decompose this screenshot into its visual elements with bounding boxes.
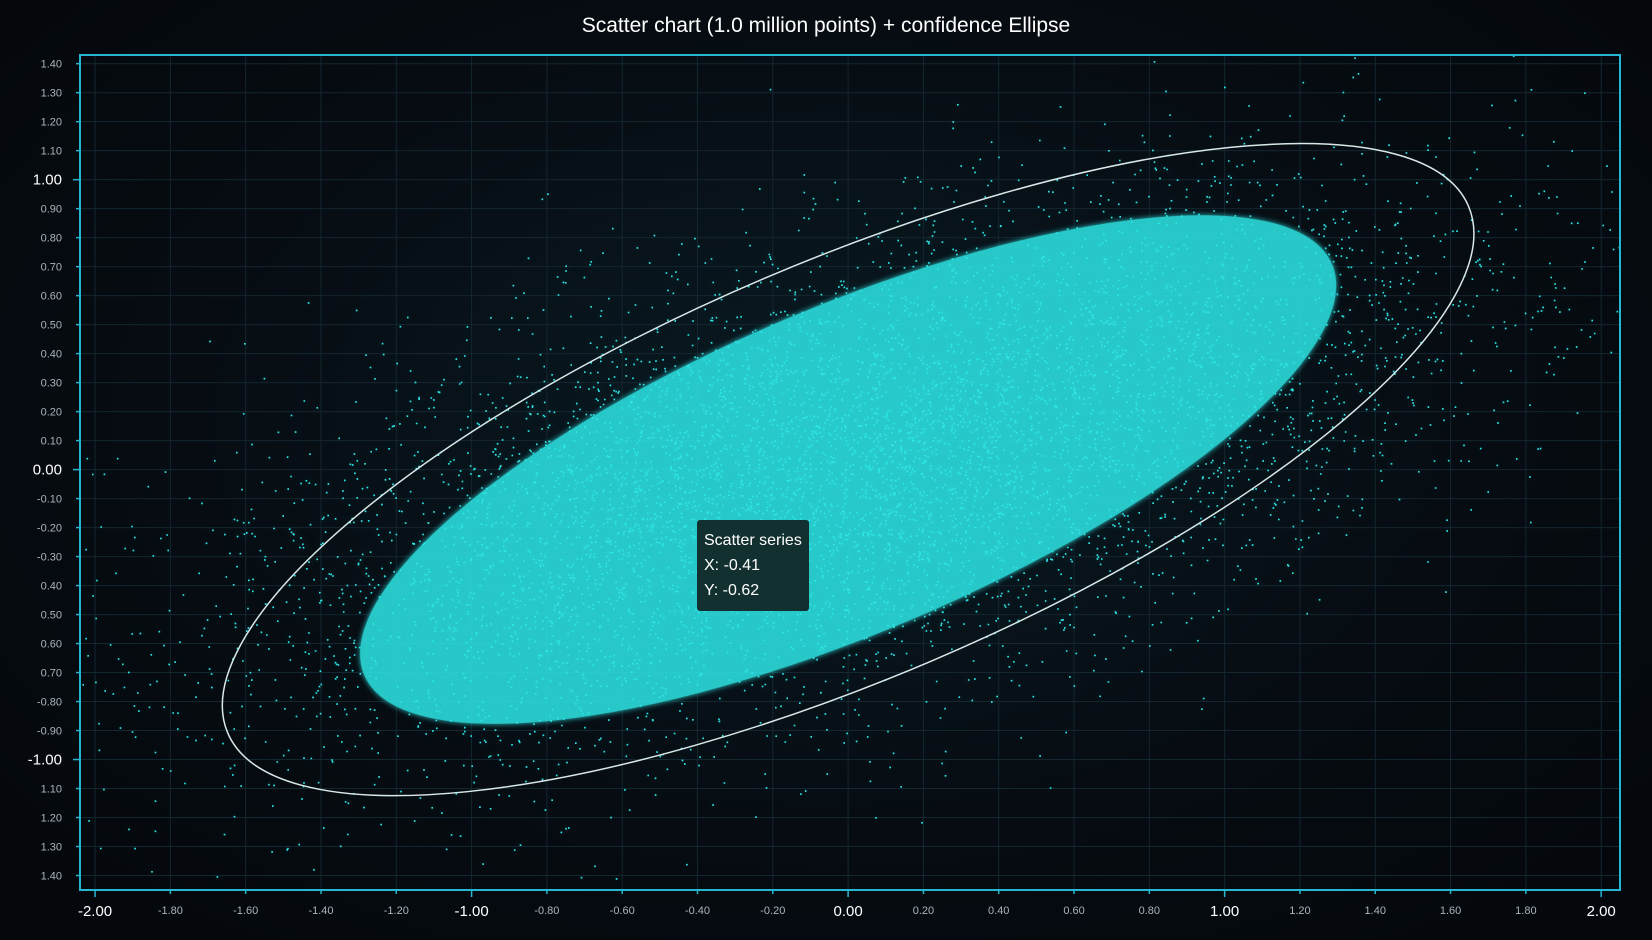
- y-tick-label: 0.60: [41, 291, 62, 303]
- y-tick-label: -0.20: [37, 523, 62, 535]
- y-tick-label: 1.20: [41, 117, 62, 129]
- x-tick-label: 1.40: [1365, 905, 1386, 917]
- y-tick-label: 0.70: [41, 668, 62, 680]
- x-tick-label: -1.80: [158, 905, 183, 917]
- y-tick-label: -0.80: [37, 697, 62, 709]
- y-tick-label: 1.40: [41, 59, 62, 71]
- y-tick-label: 0.40: [41, 349, 62, 361]
- x-tick-label: 0.40: [988, 905, 1009, 917]
- x-tick-label: -0.60: [610, 905, 635, 917]
- y-tick-label: 0.30: [41, 378, 62, 390]
- x-tick-label: 1.80: [1515, 905, 1536, 917]
- tooltip-y-value: Y: -0.62: [704, 582, 760, 599]
- x-tick-label: -0.80: [534, 905, 559, 917]
- tooltip-series-name: Scatter series: [704, 532, 802, 549]
- x-tick-label: -2.00: [78, 903, 112, 920]
- x-axis: -2.00 -1.80 -1.60 -1.40 -1.20 -1.00 -0.80 -0.60…: [78, 890, 1616, 920]
- x-tick-label: -0.40: [685, 905, 710, 917]
- x-tick-label: 1.20: [1289, 905, 1310, 917]
- x-tick-label: -1.40: [308, 905, 333, 917]
- confidence-ellipse: [221, 142, 1475, 797]
- y-axis: 1.40 1.30 1.20 1.10 1.00 0.90 0.80 0.70 0.60 0.50…: [28, 59, 80, 883]
- y-tick-label: 0.10: [41, 436, 62, 448]
- y-tick-label: 0.80: [41, 233, 62, 245]
- y-tick-label: 0.90: [41, 204, 62, 216]
- y-tick-label: 1.00: [33, 172, 62, 189]
- y-tick-label: -0.30: [37, 552, 62, 564]
- y-tick-label: 0.50: [41, 610, 62, 622]
- y-tick-label: 0.50: [41, 320, 62, 332]
- x-tick-label: 1.00: [1210, 903, 1239, 920]
- x-tick-label: 1.60: [1440, 905, 1461, 917]
- x-tick-label: 0.80: [1139, 905, 1160, 917]
- data-tooltip: Scatter series X: -0.41 Y: -0.62: [697, 520, 809, 611]
- y-tick-label: -1.00: [28, 752, 62, 769]
- y-tick-label: 1.30: [41, 842, 62, 854]
- x-tick-label: 0.00: [834, 903, 863, 920]
- x-tick-label: 2.00: [1587, 903, 1616, 920]
- x-tick-label: -1.20: [384, 905, 409, 917]
- x-tick-label: -1.00: [454, 903, 488, 920]
- y-tick-label: 1.20: [41, 813, 62, 825]
- y-tick-label: -0.10: [37, 494, 62, 506]
- x-tick-label: -0.20: [760, 905, 785, 917]
- y-tick-label: 0.60: [41, 639, 62, 651]
- plot-area-border: [79, 54, 1621, 891]
- y-tick-label: 0.20: [41, 407, 62, 419]
- y-tick-label: 1.10: [41, 784, 62, 796]
- scatter-dense-core: [360, 215, 1337, 724]
- y-tick-label: 1.10: [41, 146, 62, 158]
- y-tick-label: 1.30: [41, 88, 62, 100]
- y-tick-label: -0.90: [37, 726, 62, 738]
- tooltip-x-value: X: -0.41: [704, 557, 761, 574]
- x-tick-label: -1.60: [233, 905, 258, 917]
- y-tick-label: 1.40: [41, 871, 62, 883]
- x-tick-label: 0.20: [913, 905, 934, 917]
- chart-title: Scatter chart (1.0 million points) + con…: [581, 14, 1071, 37]
- y-tick-label: 0.70: [41, 262, 62, 274]
- y-tick-label: 0.00: [33, 462, 62, 479]
- y-tick-label: 0.40: [41, 581, 62, 593]
- x-tick-label: 0.60: [1063, 905, 1084, 917]
